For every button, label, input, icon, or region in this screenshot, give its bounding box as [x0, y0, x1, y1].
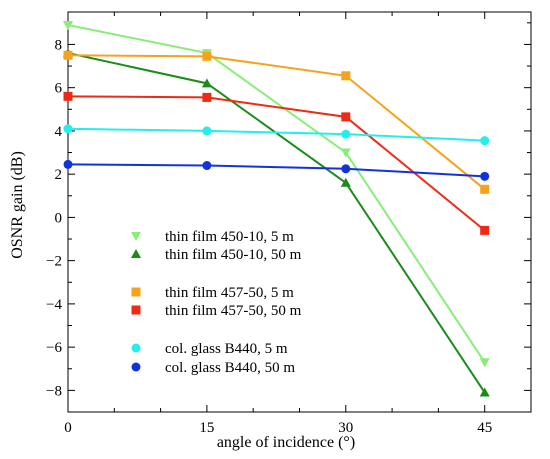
legend-marker [131, 305, 141, 315]
data-point [340, 148, 351, 158]
series-line [67, 95, 486, 232]
legend-item: thin film 450-10, 5 m [131, 229, 294, 245]
legend: thin film 450-10, 5 m thin film 450-10, 5… [131, 229, 302, 376]
data-point [341, 129, 351, 139]
y-tick-label: 4 [55, 124, 63, 140]
y-tick-label: −2 [46, 254, 62, 270]
data-point [480, 225, 490, 235]
x-tick-label: 45 [477, 420, 492, 436]
legend-marker [131, 343, 141, 353]
data-point [202, 126, 212, 136]
legend-label: thin film 450-10, 5 m [165, 229, 294, 245]
y-tick-label: −6 [46, 340, 62, 356]
data-point [341, 71, 351, 81]
data-point [202, 161, 212, 171]
data-point [202, 92, 212, 102]
legend-marker [131, 249, 141, 258]
data-point [480, 184, 490, 194]
series-5 [63, 124, 490, 146]
data-point [63, 124, 73, 134]
legend-marker [131, 232, 141, 241]
data-point [340, 177, 351, 187]
legend-item: col. glass B440, 50 m [131, 360, 295, 376]
y-axis-label: OSNR gain (dB) [9, 151, 26, 259]
series-line [67, 54, 486, 191]
series-6 [63, 159, 490, 181]
y-tick-label: 8 [55, 37, 63, 53]
x-axis-ticks: 0 15 30 45 [64, 12, 492, 436]
legend-label: col. glass B440, 50 m [165, 360, 295, 376]
legend-label: thin film 457-50, 50 m [165, 303, 302, 319]
data-point [63, 159, 73, 169]
data-point [201, 78, 212, 88]
y-axis-ticks: −8 −6 −4 −2 0 2 4 6 8 [46, 22, 531, 413]
legend-item: col. glass B440, 5 m [131, 341, 288, 357]
legend-label: thin film 457-50, 5 m [165, 285, 294, 301]
series-line [67, 127, 485, 142]
data-point [341, 112, 351, 122]
data-point [202, 51, 212, 61]
legend-item: thin film 457-50, 5 m [131, 285, 294, 301]
data-point [479, 387, 490, 397]
data-point [480, 136, 490, 146]
y-tick-label: 0 [55, 210, 63, 226]
y-tick-label: −8 [46, 383, 62, 399]
legend-item: thin film 450-10, 50 m [131, 247, 302, 263]
legend-label: thin film 450-10, 50 m [165, 247, 302, 263]
x-tick-label: 30 [338, 420, 353, 436]
x-axis-label: angle of incidence (°) [217, 434, 355, 451]
series-4 [63, 91, 490, 235]
data-point [63, 20, 73, 30]
series-1 [63, 20, 490, 368]
x-tick-label: 0 [64, 420, 72, 436]
data-point [63, 50, 73, 60]
x-tick-label: 15 [199, 420, 214, 436]
y-tick-label: 6 [55, 81, 63, 97]
y-tick-label: −4 [46, 297, 62, 313]
data-point [479, 358, 490, 368]
legend-marker [131, 287, 141, 297]
legend-marker [131, 362, 141, 372]
series-line [67, 23, 486, 363]
series-3 [63, 50, 490, 194]
data-point [480, 171, 490, 181]
series-group [63, 20, 490, 397]
legend-label: col. glass B440, 5 m [165, 341, 288, 357]
y-tick-label: 2 [55, 167, 63, 183]
legend-item: thin film 457-50, 50 m [131, 303, 302, 319]
data-point [63, 91, 73, 101]
data-point [341, 164, 351, 174]
series-line [67, 163, 485, 178]
